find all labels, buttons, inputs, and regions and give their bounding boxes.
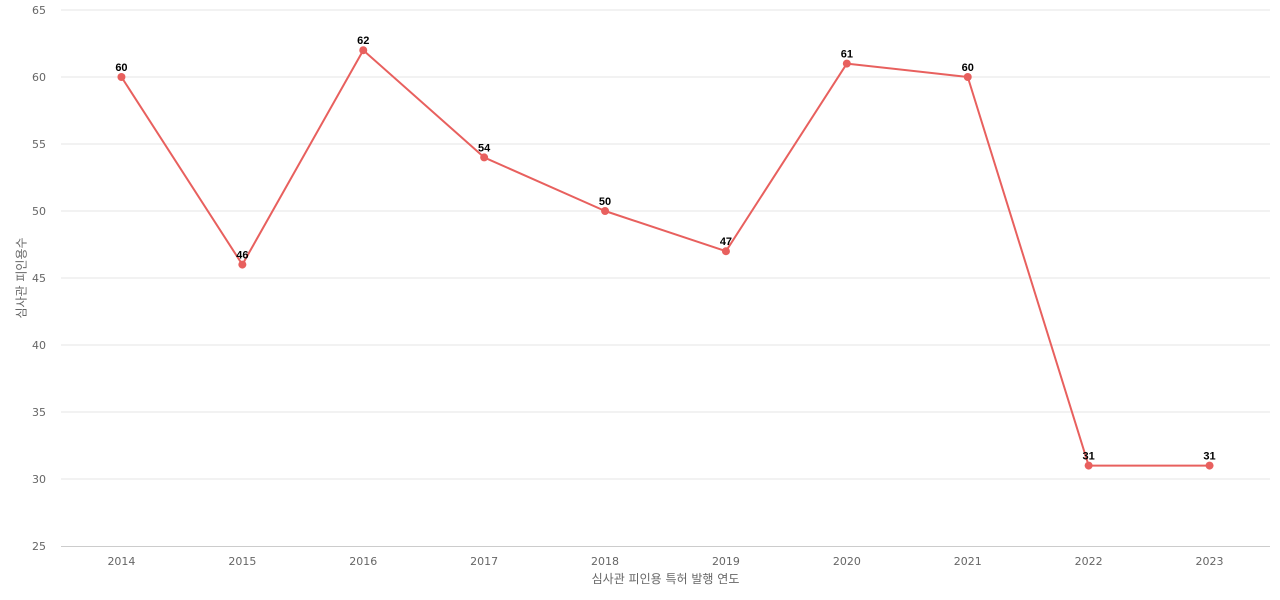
y-tick-label: 35 — [32, 406, 46, 419]
data-point — [1084, 461, 1093, 470]
data-point — [480, 153, 489, 162]
y-tick-label: 50 — [32, 205, 46, 218]
series-line — [120, 49, 1210, 467]
y-tick-label: 65 — [32, 4, 46, 17]
x-tick-label: 2022 — [1075, 555, 1103, 568]
x-tick-label: 2015 — [228, 555, 256, 568]
x-axis-tick-labels: 2014 2015 2016 2017 2018 2019 2020 2021 2022 2023 — [107, 555, 1223, 568]
data-label: 61 — [841, 49, 853, 61]
data-label: 50 — [599, 196, 611, 208]
x-tick-label: 2023 — [1196, 555, 1224, 568]
data-point — [359, 46, 368, 55]
data-point — [601, 207, 610, 215]
data-label: 47 — [720, 236, 732, 248]
y-gridlines — [61, 9, 1270, 480]
y-tick-label: 45 — [32, 272, 46, 285]
x-tick-label: 2014 — [107, 555, 135, 568]
y-tick-label: 40 — [32, 339, 46, 352]
data-label: 62 — [357, 35, 369, 47]
data-label: 31 — [1203, 451, 1215, 463]
data-label: 60 — [962, 62, 974, 74]
x-tick-label: 2016 — [349, 555, 377, 568]
data-point — [721, 247, 730, 256]
data-point — [117, 73, 126, 81]
y-tick-label: 30 — [32, 473, 46, 486]
data-label: 60 — [115, 62, 127, 74]
y-tick-label: 60 — [32, 71, 46, 84]
x-axis-title: 심사관 피인용 특허 발행 연도 — [592, 571, 740, 586]
data-point — [238, 260, 247, 269]
y-tick-label: 55 — [32, 138, 46, 151]
data-label: 54 — [478, 142, 491, 154]
data-point — [963, 73, 972, 81]
data-point — [842, 59, 851, 68]
data-point — [1205, 461, 1214, 470]
y-axis-title: 심사관 피인용수 — [15, 237, 29, 318]
data-label: 46 — [236, 250, 248, 262]
data-label: 31 — [1083, 451, 1095, 463]
x-tick-label: 2017 — [470, 555, 498, 568]
x-tick-label: 2020 — [833, 555, 861, 568]
series-group — [117, 46, 1214, 470]
y-axis-tick-labels: 25 30 35 40 45 50 55 60 65 — [32, 4, 46, 553]
y-tick-label: 25 — [32, 540, 46, 553]
x-tick-label: 2021 — [954, 555, 982, 568]
data-labels: 60 46 62 54 50 47 61 60 31 31 — [115, 35, 1215, 462]
x-tick-label: 2019 — [712, 555, 740, 568]
x-tick-label: 2018 — [591, 555, 619, 568]
